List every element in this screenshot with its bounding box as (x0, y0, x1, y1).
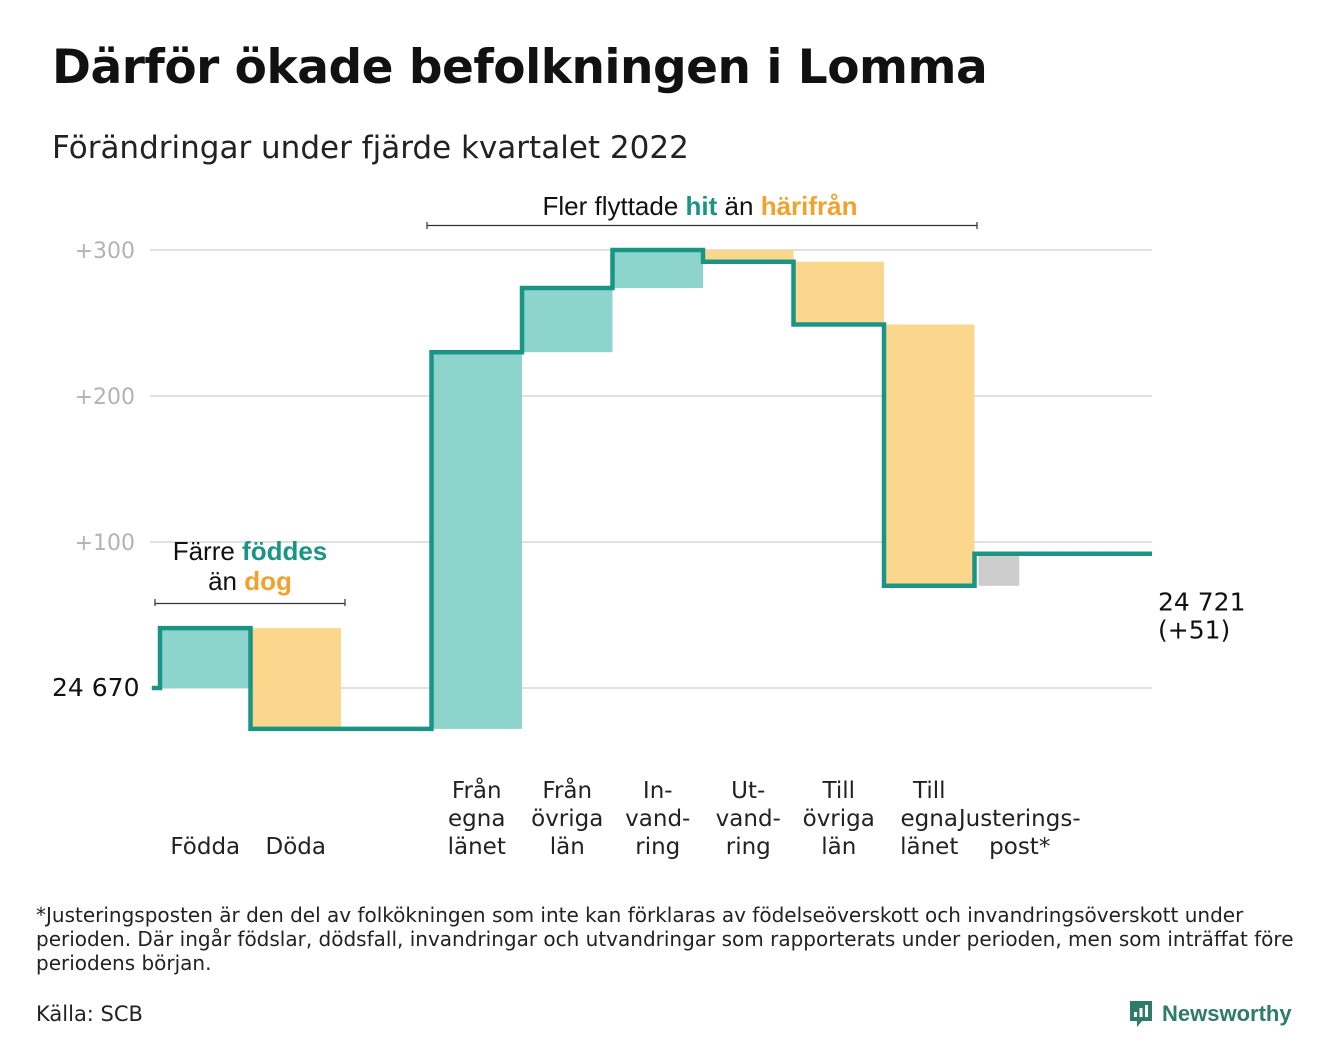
waterfall-bar (522, 287, 613, 353)
annotation-births-line2: än dog (208, 566, 292, 596)
y-tick-label: +300 (75, 239, 135, 264)
category-label: Till (821, 778, 855, 804)
category-label: Justerings- (957, 806, 1081, 832)
category-label: ring (635, 834, 680, 860)
waterfall-bar (612, 250, 703, 288)
category-label: vand- (716, 806, 781, 832)
brand-logo: Newsworthy (1128, 997, 1292, 1031)
source-label: Källa: SCB (36, 1002, 143, 1026)
start-value-label: 24 670 (52, 673, 139, 702)
step-line-group (152, 247, 1152, 732)
category-label: egna (901, 806, 958, 832)
waterfall-bar (431, 352, 522, 729)
category-label: post* (989, 834, 1050, 860)
category-label: övriga (803, 806, 875, 832)
footnote: *Justeringsposten är den del av folkökni… (36, 903, 1294, 975)
category-label: In- (643, 778, 673, 804)
brand-name: Newsworthy (1162, 1001, 1292, 1026)
waterfall-bar (978, 553, 1020, 586)
category-label: Döda (266, 834, 326, 860)
annotation-births-line1: Färre föddes (173, 536, 328, 566)
waterfall-bar (884, 324, 975, 586)
category-label: länet (448, 834, 506, 860)
waterfall-bar (250, 628, 341, 729)
step-line (152, 247, 1152, 732)
category-label: län (821, 834, 856, 860)
waterfall-bar (793, 261, 884, 325)
chart-title: Därför ökade befolkningen i Lomma (52, 40, 988, 95)
y-tick-label: +100 (75, 531, 135, 556)
end-value-label: 24 721 (1158, 588, 1245, 617)
y-tick-label: +200 (75, 385, 135, 410)
category-label: Från (452, 776, 502, 804)
gridlines (150, 249, 1152, 689)
end-change-label: (+51) (1158, 616, 1230, 645)
category-label: Ut- (731, 778, 765, 804)
category-label: ring (726, 834, 771, 860)
category-label: Från (542, 776, 592, 804)
annotation-births-bracket (154, 599, 346, 606)
annotation-migration: Fler flyttade hit än härifrån (426, 191, 978, 229)
annotation-migration-bracket (426, 222, 978, 229)
waterfall-bar (160, 628, 251, 688)
category-label: övriga (531, 806, 603, 832)
category-label: län (550, 834, 585, 860)
category-label: egna (448, 806, 505, 832)
category-label: Till (912, 778, 946, 804)
newsworthy-logo-icon (1130, 1001, 1152, 1027)
waterfall-bar (703, 250, 794, 262)
category-label: Födda (170, 834, 240, 860)
annotation-births-deaths: Färre föddes än dog (154, 536, 346, 606)
chart-subtitle: Förändringar under fjärde kvartalet 2022 (52, 130, 689, 166)
category-label: vand- (625, 806, 690, 832)
bars (160, 250, 1020, 729)
category-label: länet (900, 834, 958, 860)
annotation-migration-text: Fler flyttade hit än härifrån (542, 191, 857, 221)
